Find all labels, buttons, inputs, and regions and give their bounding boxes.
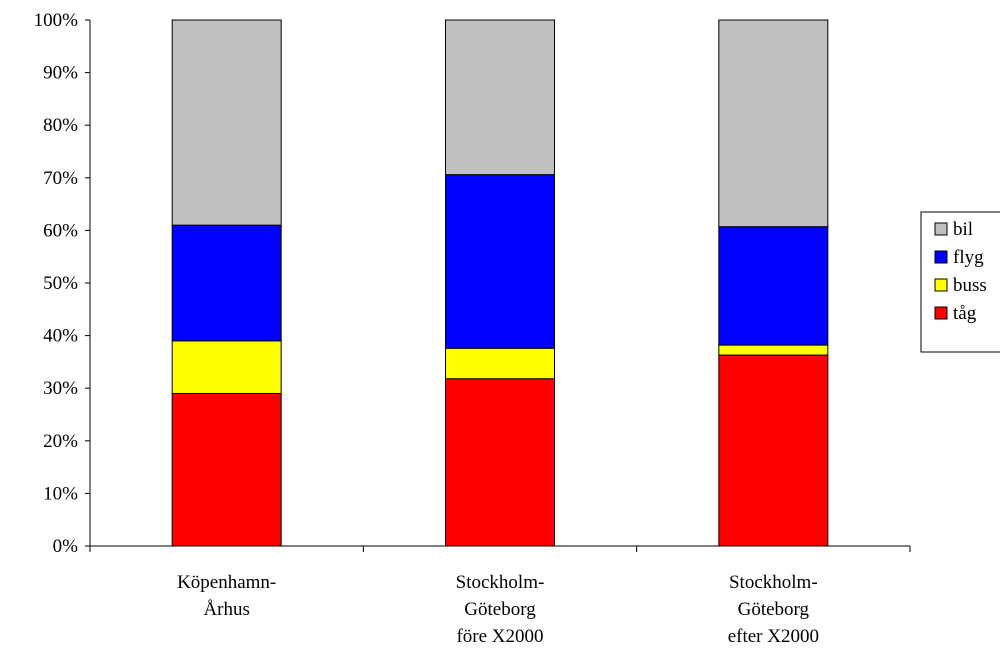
x-category-label: Köpenhamn- (177, 572, 276, 593)
x-category-label: Stockholm- (729, 572, 818, 593)
legend-swatch-bil (934, 222, 948, 236)
legend-swatch-tåg (934, 306, 948, 320)
x-axis-ticks: Köpenhamn- Århus Stockholm- Göteborg före X2… (89, 546, 911, 647)
bar-segment-tåg (445, 378, 555, 547)
legend: bil flyg buss tåg (920, 211, 1000, 353)
y-tick-label: 40% (43, 326, 78, 347)
y-tick-label: 70% (43, 168, 78, 189)
y-tick-label: 80% (43, 115, 78, 136)
y-tick-label: 60% (43, 220, 78, 241)
y-tick-label: 10% (43, 483, 78, 504)
bar-segment-buss (718, 344, 829, 356)
x-category-label: Århus (203, 599, 249, 620)
x-category-label: efter X2000 (728, 626, 819, 647)
y-tick-label: 30% (43, 378, 78, 399)
bar-segment-flyg (171, 224, 282, 342)
bar-segment-buss (445, 347, 555, 380)
legend-box (920, 211, 1000, 353)
bars-group (171, 19, 829, 547)
bar-segment-flyg (718, 226, 829, 346)
y-tick-label: 50% (43, 273, 78, 294)
legend-swatch-buss (934, 278, 948, 292)
x-category-label: före X2000 (456, 626, 543, 647)
y-tick-label: 100% (34, 10, 79, 31)
bar-segment-buss (171, 340, 282, 394)
legend-label-tåg: tåg (953, 303, 977, 324)
bar-segment-tåg (171, 392, 282, 547)
bar-segment-tåg (718, 354, 829, 547)
bar-segment-bil (445, 19, 555, 176)
y-tick-label: 0% (53, 536, 79, 557)
legend-label-buss: buss (953, 275, 987, 296)
bar-segment-bil (718, 19, 829, 228)
bar-segment-bil (171, 19, 282, 226)
legend-label-bil: bil (953, 219, 973, 240)
legend-swatch-flyg (934, 250, 948, 264)
y-axis-ticks: 0% 10% 20% 30% 40% 50% 60% 70% 80% 90% 100% (34, 10, 90, 557)
x-category-label: Stockholm- (456, 572, 545, 593)
y-tick-label: 90% (43, 63, 78, 84)
x-category-label: Göteborg (464, 599, 536, 620)
y-tick-label: 20% (43, 431, 78, 452)
bar-segment-flyg (445, 174, 555, 349)
legend-label-flyg: flyg (953, 247, 984, 268)
x-category-label: Göteborg (738, 599, 810, 620)
